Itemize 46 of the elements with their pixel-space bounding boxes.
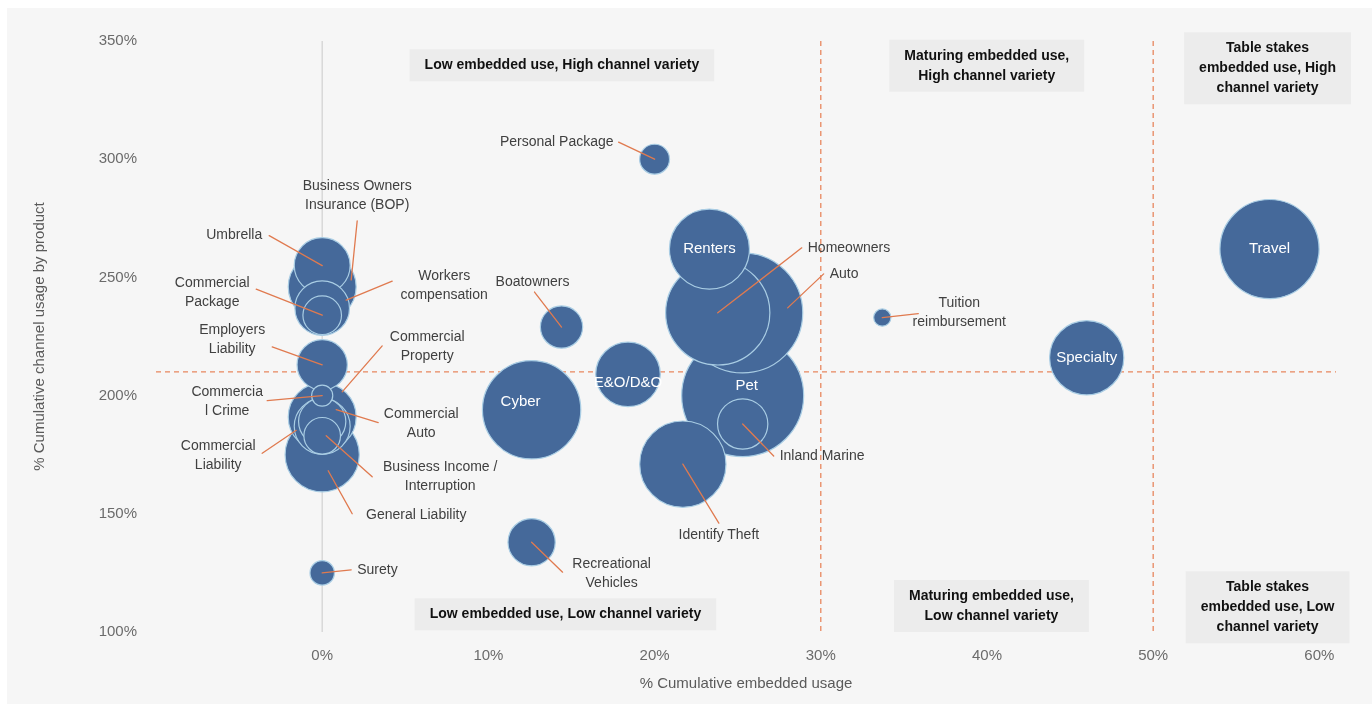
series-label: Surety <box>357 560 398 577</box>
text: Commercia l Crime <box>191 382 264 418</box>
series-label: Recreational Vehicles <box>572 554 651 590</box>
text: Workers compensation <box>400 267 488 303</box>
annotation: Low embedded use, High channel variety <box>424 56 700 73</box>
y-tick-label: 350% <box>98 31 137 49</box>
y-tick-label: 150% <box>98 503 137 521</box>
series-label: Cyber <box>500 391 541 409</box>
x-tick-label: 60% <box>1304 646 1335 664</box>
series-label: Boatowners <box>495 272 570 289</box>
annotation: Maturing embedded use, Low channel variety <box>908 586 1074 623</box>
series-label: Personal Package <box>499 133 614 150</box>
x-tick-label: 0% <box>311 646 334 664</box>
text: Homeowners <box>807 238 891 255</box>
y-tick-label: 200% <box>98 385 137 403</box>
x-tick-label: 20% <box>639 646 670 664</box>
x-tick-label: 50% <box>1138 646 1169 664</box>
series-label: Specialty <box>1056 347 1118 365</box>
text: Auto <box>829 264 859 281</box>
text: Business Income / Interruption <box>383 458 498 494</box>
annotation: Table stakes embedded use, High channel variety <box>1199 39 1337 96</box>
x-tick-label: 10% <box>473 646 504 664</box>
text: General Liability <box>366 505 467 522</box>
series-label: Pet <box>735 375 759 393</box>
x-axis-title: % Cumulative embedded usage <box>639 674 853 692</box>
y-tick-label: 100% <box>98 622 137 640</box>
x-tick-label: 30% <box>805 646 836 664</box>
series-label: Inland Marine <box>779 446 865 463</box>
text: Commercial Package <box>174 273 250 309</box>
annotation: Table stakes embedded use, Low channel variety <box>1200 578 1335 635</box>
y-tick-label: 300% <box>98 149 137 167</box>
text: Business Owners Insurance (BOP) <box>302 177 412 213</box>
text: Commercial Auto <box>383 404 459 440</box>
y-axis-title: % Cumulative channel usage by product <box>30 201 48 471</box>
text: Umbrella <box>206 226 263 243</box>
series-label: Travel <box>1248 239 1291 257</box>
text: Commercial Property <box>389 328 465 364</box>
x-tick-label: 40% <box>971 646 1002 664</box>
series-label: Tuition reimbursement <box>912 293 1007 329</box>
series-label: Renters <box>683 239 736 257</box>
annotation: Low embedded use, Low channel variety <box>429 605 702 622</box>
y-tick-label: 250% <box>98 267 137 285</box>
text: Employers Liability <box>199 321 266 357</box>
annotation: Maturing embedded use, High channel variety <box>904 46 1070 83</box>
series-label: Identify Theft <box>678 526 760 543</box>
text: Commercial Liability <box>180 436 256 472</box>
